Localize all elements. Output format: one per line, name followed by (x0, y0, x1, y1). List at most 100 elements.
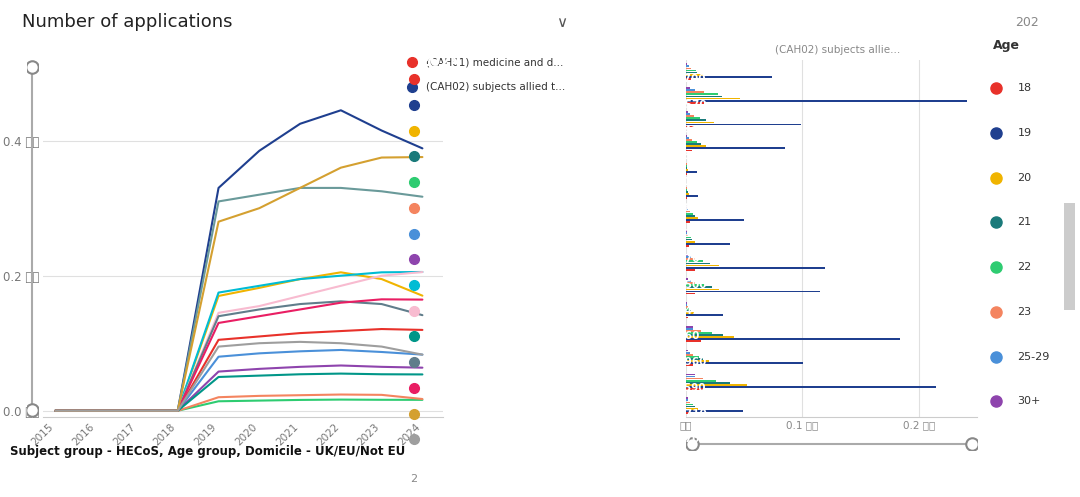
Text: 119,700: 119,700 (659, 74, 706, 84)
Bar (686, 87, 690, 89)
Bar (686, 143, 701, 145)
Bar (686, 378, 703, 379)
Text: (CAH06) agriculture, food and related studies: (CAH06) agriculture, food and related st… (416, 203, 653, 213)
Bar (686, 72, 697, 74)
Bar (686, 269, 696, 270)
Text: 83,070: 83,070 (659, 434, 700, 444)
Bar (686, 267, 825, 268)
Bar (686, 64, 687, 65)
Bar (686, 334, 723, 336)
Bar (686, 233, 687, 234)
Bar (686, 171, 697, 173)
Text: (CAH19) language and area studies: (CAH19) language and area studies (468, 434, 653, 444)
Text: 388,570: 388,570 (659, 100, 706, 110)
Bar (686, 76, 772, 78)
Text: 22: 22 (1017, 262, 1031, 272)
Bar (686, 213, 692, 215)
Bar (686, 169, 688, 171)
Bar (686, 380, 716, 382)
Bar (686, 193, 689, 195)
Bar (686, 124, 801, 125)
Bar (686, 326, 693, 328)
Bar (686, 317, 688, 318)
Bar (686, 148, 785, 149)
Bar (686, 265, 719, 266)
Bar (686, 332, 712, 334)
Bar (686, 306, 688, 308)
Text: Subject group - HECoS, Age group, Domicile - UK/EU/Not EU: Subject group - HECoS, Age group, Domici… (10, 444, 405, 458)
Bar (686, 126, 693, 127)
Bar (686, 221, 690, 223)
Bar (686, 217, 699, 219)
Bar (686, 258, 696, 260)
Bar (686, 119, 705, 121)
Text: (CAH05) veterinary sciences: (CAH05) veterinary sciences (504, 177, 653, 187)
Text: 23: 23 (1017, 307, 1031, 317)
Text: 316,960: 316,960 (659, 357, 706, 367)
Bar (686, 284, 705, 286)
Text: 18: 18 (1017, 83, 1031, 93)
Bar (686, 302, 687, 304)
Bar (686, 374, 694, 375)
Bar (686, 412, 690, 414)
Bar (686, 189, 687, 191)
Bar (686, 388, 703, 390)
Bar (686, 135, 688, 137)
Text: 375,710: 375,710 (659, 409, 707, 418)
Bar (686, 122, 714, 123)
Bar (686, 74, 703, 76)
Text: ∨: ∨ (556, 15, 567, 30)
Bar (686, 354, 693, 355)
Bar (686, 350, 688, 351)
Bar (686, 310, 691, 312)
Bar (686, 376, 694, 377)
Text: Subject group - HECoS: Subject group - HECoS (16, 473, 165, 486)
Bar (686, 165, 687, 167)
Text: (CAH09) mathematical sciences: (CAH09) mathematical sciences (486, 254, 653, 264)
Bar (686, 398, 688, 399)
Bar (686, 338, 901, 340)
Bar (686, 364, 693, 366)
Bar (686, 278, 688, 280)
Bar (686, 89, 694, 91)
Bar (686, 95, 723, 97)
Bar (686, 113, 690, 115)
Text: 63,770: 63,770 (659, 254, 700, 264)
Bar (686, 115, 693, 117)
Text: 205,410: 205,410 (659, 306, 706, 316)
Bar (686, 356, 699, 358)
Text: 2: 2 (410, 474, 418, 484)
Bar (686, 402, 690, 403)
Bar (686, 241, 696, 243)
Bar (686, 410, 743, 412)
Text: 16,110: 16,110 (659, 177, 700, 187)
Bar (686, 209, 688, 210)
Bar (686, 215, 694, 217)
Bar (686, 137, 689, 139)
Bar (686, 237, 691, 239)
Bar (686, 386, 935, 388)
Bar (686, 78, 691, 80)
Bar (686, 286, 712, 288)
Bar (686, 167, 688, 169)
Bar (686, 313, 694, 314)
Bar (686, 360, 708, 362)
Bar (686, 254, 688, 256)
Text: (CAH10) engineering and technology: (CAH10) engineering and technology (459, 280, 653, 290)
Bar (686, 146, 705, 147)
Bar (686, 102, 704, 103)
Text: (CAH02) subjects allied t...: (CAH02) subjects allied t... (427, 82, 566, 92)
Bar (686, 111, 688, 113)
Bar (686, 340, 701, 342)
Text: Age: Age (993, 39, 1020, 53)
Bar (686, 384, 747, 386)
Text: 53,760: 53,760 (659, 331, 700, 341)
Bar (686, 291, 820, 292)
Text: 170,410: 170,410 (659, 126, 707, 136)
Bar (686, 211, 690, 212)
Bar (686, 293, 696, 294)
Text: 2024: 2024 (946, 474, 976, 484)
Text: 164,590: 164,590 (659, 383, 706, 393)
Bar (686, 336, 734, 338)
Bar (686, 256, 690, 258)
